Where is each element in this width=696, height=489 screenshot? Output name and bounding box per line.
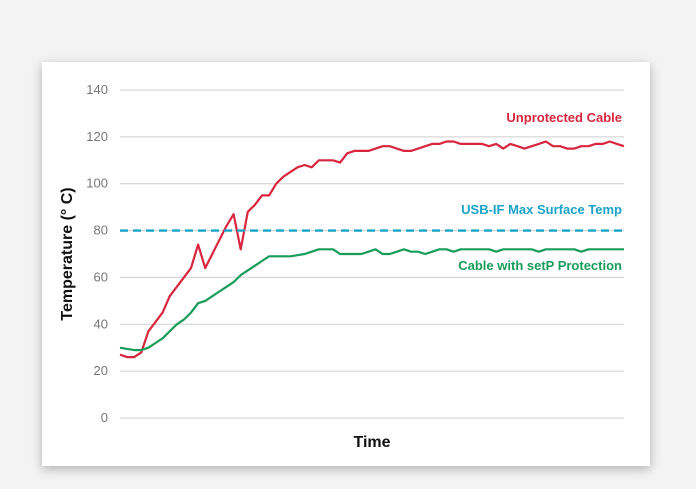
series-lines [119,140,625,359]
y-tick-label: 40 [94,316,108,331]
y-tick-label: 140 [86,82,108,97]
y-tick-label: 20 [94,363,108,378]
series-line-2 [119,248,624,352]
x-axis-label: Time [353,434,390,451]
y-tick-label: 60 [94,269,108,284]
y-tick-label: 80 [94,223,108,238]
series-line-0 [119,140,625,359]
annotation-label: USB-IF Max Surface Temp [461,202,622,217]
annotation-label: Unprotected Cable [506,110,622,125]
y-tick-label: 0 [101,410,108,425]
y-tick-label: 120 [86,129,108,144]
chart-card: 0 20 40 60 80 100 120 140 Unprotected Cable USB-… [42,62,650,466]
y-axis-label: Temperature (° C) [59,187,76,320]
line-chart: 0 20 40 60 80 100 120 140 Unprotected Cable USB-… [59,82,625,451]
annotations: Unprotected Cable USB-IF Max Surface Temp… [458,110,622,273]
y-tick-label: 100 [86,176,108,191]
annotation-label: Cable with setP Protection [458,258,622,273]
y-tick-labels: 0 20 40 60 80 100 120 140 [86,82,108,425]
